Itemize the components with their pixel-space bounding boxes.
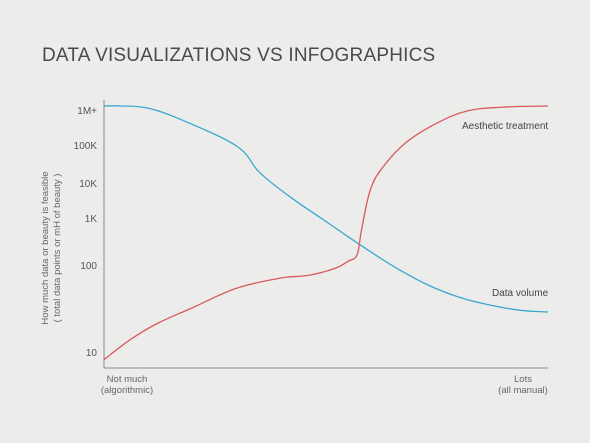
series-lines xyxy=(103,105,549,361)
series-label-data-volume: Data volume xyxy=(492,288,549,299)
series-line-data-volume xyxy=(103,105,549,313)
chart-title: DATA VISUALIZATIONS VS INFOGRAPHICS xyxy=(42,45,435,66)
y-tick-label: 100 xyxy=(80,261,97,272)
y-tick-label: 10K xyxy=(79,179,97,190)
series-line-aesthetic-treatment xyxy=(103,105,549,361)
x-tick-label: Not much xyxy=(107,374,148,385)
x-tick-sublabel: (all manual) xyxy=(498,385,548,396)
y-tick-label: 1K xyxy=(85,214,98,225)
y-axis-label: How much data or beauty is feasible ( to… xyxy=(40,171,63,324)
y-axis-label-main: How much data or beauty is feasible xyxy=(40,171,51,324)
y-tick-labels: 10 100 1K 10K 100K 1M+ xyxy=(74,106,98,359)
x-tick-labels: Not much(algorithmic) Lots(all manual) xyxy=(101,374,548,396)
y-tick-label: 10 xyxy=(86,348,98,359)
y-tick-label: 100K xyxy=(74,141,98,152)
series-labels: Data volume Aesthetic treatment xyxy=(462,121,549,299)
x-tick-label: Lots xyxy=(514,374,532,385)
x-tick-sublabel: (algorithmic) xyxy=(101,385,153,396)
series-label-aesthetic-treatment: Aesthetic treatment xyxy=(462,121,548,132)
y-axis-label-sub: ( total data points or mH of beauty ) xyxy=(52,174,63,323)
y-tick-label: 1M+ xyxy=(77,106,97,117)
